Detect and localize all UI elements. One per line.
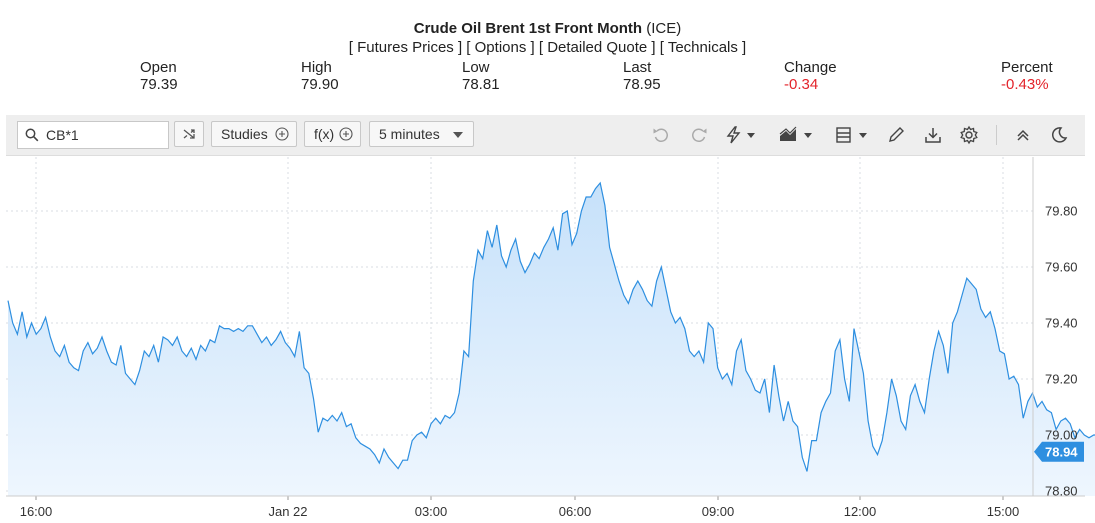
link-technicals[interactable]: Technicals [667,39,738,56]
x-tick-label: 03:00 [415,504,448,519]
x-tick-label: 09:00 [702,504,735,519]
compare-button[interactable] [174,121,204,147]
x-tick-label: 15:00 [987,504,1020,519]
fx-button[interactable]: f(x) [304,121,361,147]
chart-type-icon[interactable] [778,125,816,145]
stat-change-label: Change [784,59,837,76]
y-tick-label: 79.20 [1045,372,1078,387]
stat-last: Last 78.95 [623,59,661,93]
last-price-label: 78.94 [1045,444,1078,459]
y-tick-label: 78.80 [1045,484,1078,499]
interval-select[interactable]: 5 minutes [369,121,474,147]
stat-percent-label: Percent [1001,59,1053,76]
symbol-input[interactable] [17,121,169,149]
x-tick-label: 06:00 [559,504,592,519]
stat-open: Open 79.39 [140,59,178,93]
x-tick-label: 12:00 [844,504,877,519]
chevron-down-icon [453,132,463,138]
link-detailed-quote[interactable]: Detailed Quote [547,39,648,56]
y-axis-labels: 78.80 79.00 79.20 79.40 79.60 79.80 [1045,204,1078,499]
add-circle-icon [275,127,289,141]
interval-label: 5 minutes [379,126,440,142]
stat-high-value: 79.90 [301,76,339,93]
stat-open-label: Open [140,59,177,76]
stat-open-value: 79.39 [140,76,178,93]
stat-last-label: Last [623,59,652,76]
collapse-icon[interactable] [1013,125,1033,145]
shuffle-icon [183,129,195,139]
layout-icon[interactable] [834,125,872,145]
stat-change: Change -0.34 [784,59,837,93]
exchange-label: (ICE) [642,20,682,37]
x-axis-labels: 16:00 Jan 22 03:00 06:00 09:00 12:00 15:00 [20,504,1020,519]
stat-high-label: High [301,59,332,76]
stat-low-label: Low [462,59,490,76]
studies-label: Studies [221,126,268,142]
chart-toolbar: Studies f(x) 5 minutes [6,115,1085,156]
stat-high: High 79.90 [301,59,339,93]
y-tick-label: 79.00 [1045,428,1078,443]
stat-low: Low 78.81 [462,59,500,93]
last-price-badge: 78.94 [1034,441,1084,462]
y-tick-label: 79.80 [1045,204,1078,219]
studies-button[interactable]: Studies [211,121,297,147]
y-tick-label: 79.40 [1045,316,1078,331]
x-tick-label: Jan 22 [268,504,307,519]
toolbar-divider [996,125,997,145]
undo-icon[interactable] [651,125,671,145]
search-icon [25,128,39,142]
stat-change-value: -0.34 [784,76,819,93]
link-options[interactable]: Options [474,39,527,56]
lightning-icon[interactable] [724,125,760,145]
stat-last-value: 78.95 [623,76,661,93]
link-futures-prices[interactable]: Futures Prices [357,39,454,56]
stat-low-value: 78.81 [462,76,500,93]
download-icon[interactable] [923,125,943,145]
gear-icon[interactable] [959,125,979,145]
x-tick-label: 16:00 [20,504,53,519]
add-circle-icon [339,127,353,141]
price-line [7,181,1095,472]
y-tick-label: 79.60 [1045,260,1078,275]
moon-icon[interactable] [1049,125,1069,145]
price-area [8,183,1095,496]
fx-label: f(x) [314,126,335,142]
quote-links: [ Futures Prices ] [ Options ] [ Detaile… [348,39,747,56]
stat-percent-value: -0.43% [1001,76,1049,93]
chart-title: Crude Oil Brent 1st Front Month (ICE) [0,20,1095,38]
instrument-name: Crude Oil Brent 1st Front Month [413,20,643,37]
stat-percent: Percent -0.43% [1001,59,1053,93]
redo-icon[interactable] [689,125,709,145]
pencil-icon[interactable] [886,125,906,145]
